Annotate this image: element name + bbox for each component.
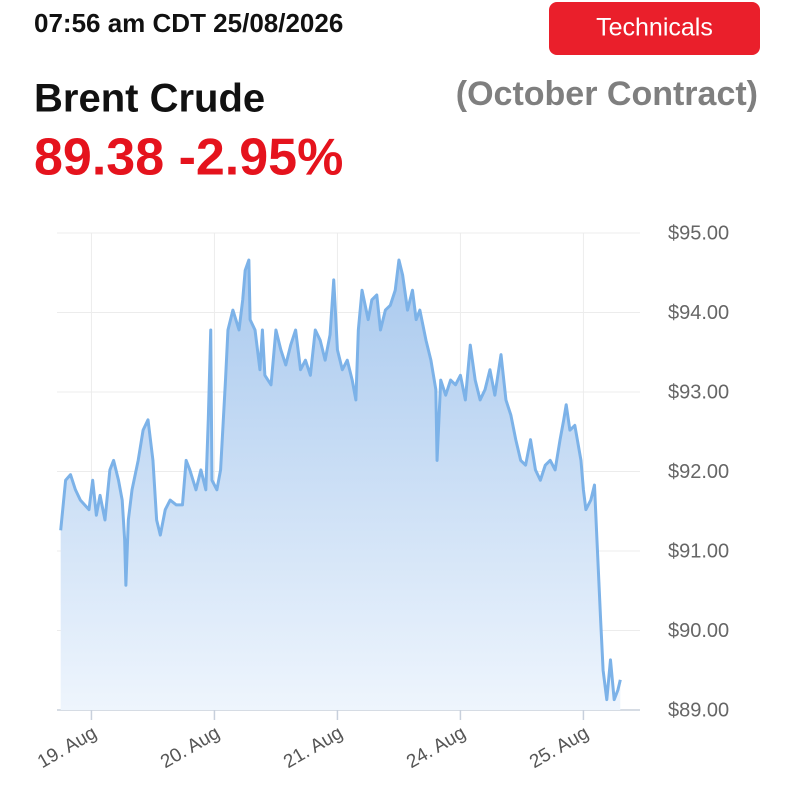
y-tick-label: $95.00 <box>668 222 729 244</box>
x-tick-label: 21. Aug <box>280 722 346 772</box>
instrument-title: Brent Crude <box>34 77 265 121</box>
price-line <box>59 258 622 702</box>
y-tick-label: $89.00 <box>668 699 729 721</box>
timestamp: 07:56 am CDT 25/08/2026 <box>34 8 343 38</box>
y-tick-label: $92.00 <box>668 461 729 483</box>
x-tick-label: 24. Aug <box>403 722 469 772</box>
x-tick-label: 20. Aug <box>157 722 223 772</box>
price-change: 89.38 -2.95% <box>34 129 343 187</box>
contract-label: (October Contract) <box>456 75 758 113</box>
y-tick-label: $93.00 <box>668 381 729 403</box>
technicals-button[interactable] <box>549 2 760 55</box>
plot: $89.00 $90.00 $91.00 $92.00 $93.00 $94.00 $95.… <box>34 222 729 773</box>
price-area <box>60 260 621 710</box>
y-tick-label: $91.00 <box>668 540 729 562</box>
x-tick-label: 25. Aug <box>526 722 592 772</box>
x-tick-label: 19. Aug <box>34 722 100 772</box>
y-tick-label: $94.00 <box>668 302 729 324</box>
button-label[interactable]: Technicals <box>596 14 713 42</box>
y-tick-label: $90.00 <box>668 620 729 642</box>
